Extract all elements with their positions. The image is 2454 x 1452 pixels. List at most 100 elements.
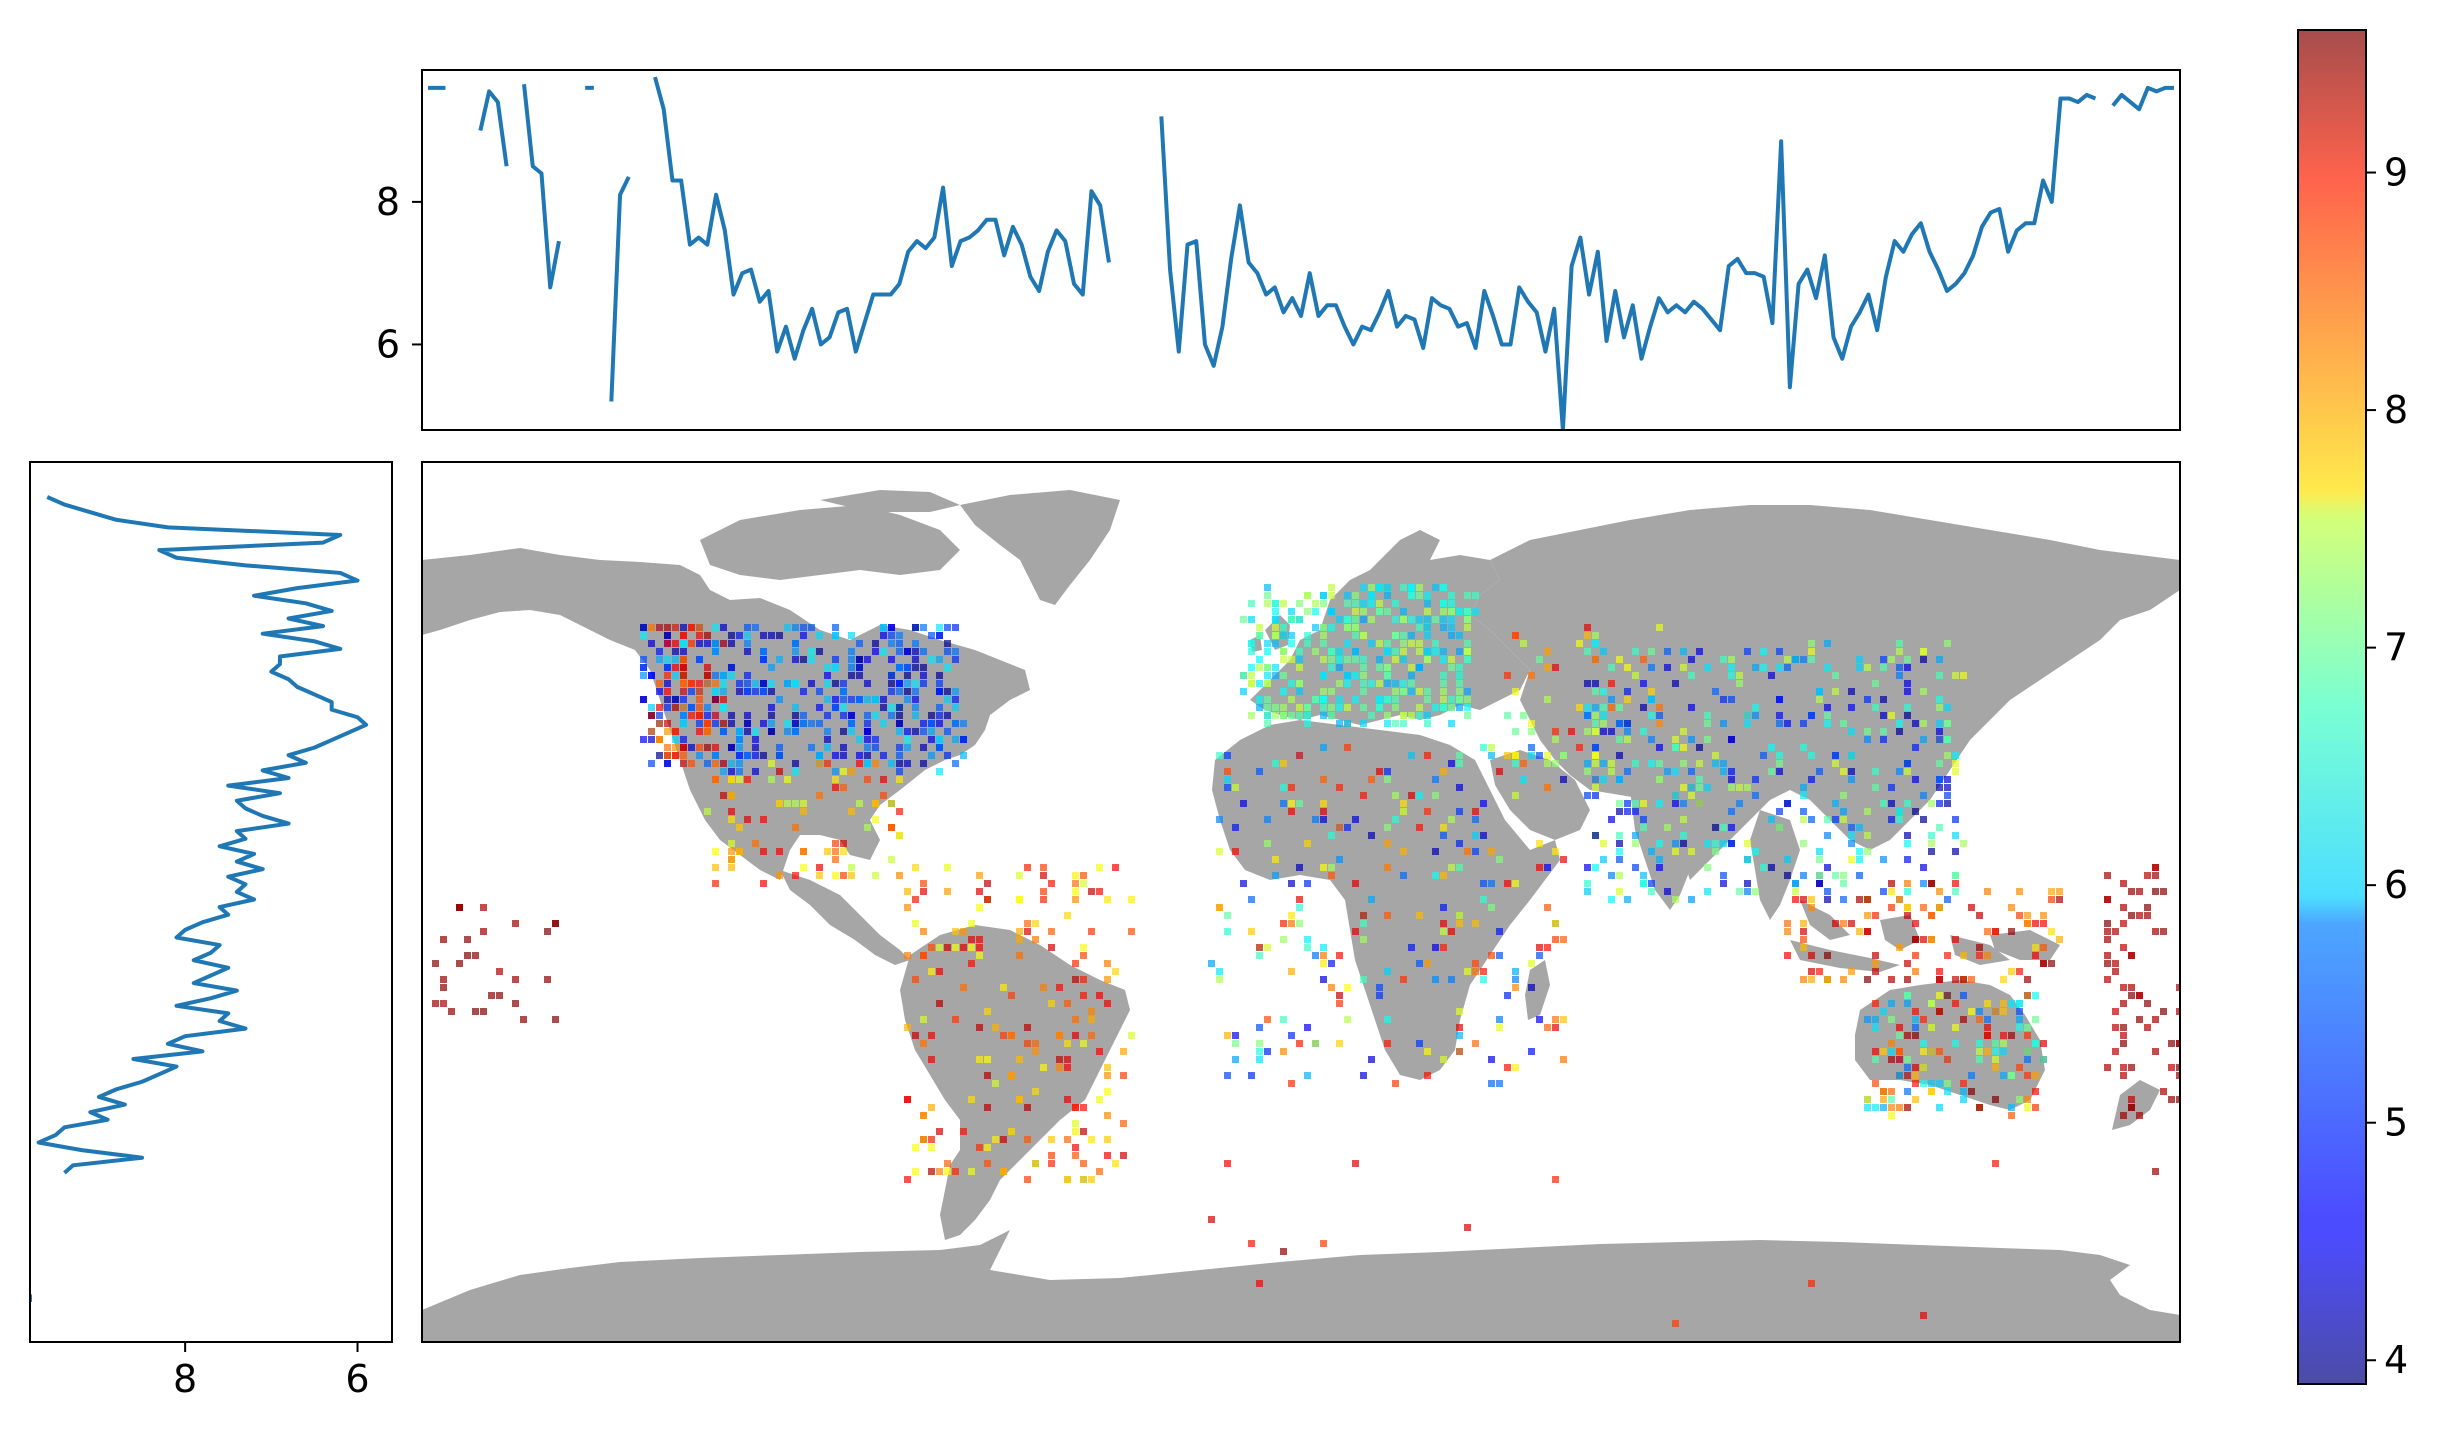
data-cell xyxy=(2008,1112,2015,1119)
data-cell xyxy=(1360,656,1367,663)
data-cell xyxy=(1904,1104,1911,1111)
data-cell xyxy=(768,760,775,767)
data-cell xyxy=(944,1160,951,1167)
data-cell xyxy=(1440,608,1447,615)
data-cell xyxy=(2104,1064,2111,1071)
colorbar-gradient xyxy=(2298,30,2366,1384)
data-cell xyxy=(752,840,759,847)
data-cell xyxy=(760,648,767,655)
data-cell xyxy=(1416,704,1423,711)
data-cell xyxy=(832,656,839,663)
data-cell xyxy=(744,640,751,647)
data-cell xyxy=(1304,880,1311,887)
data-cell xyxy=(1992,1160,1999,1167)
data-cell xyxy=(1496,1024,1503,1031)
data-cell xyxy=(1464,616,1471,623)
data-cell xyxy=(1992,1064,1999,1071)
data-cell xyxy=(1920,1064,1927,1071)
data-cell xyxy=(1312,696,1319,703)
data-cell xyxy=(1608,816,1615,823)
data-cell xyxy=(816,632,823,639)
data-cell xyxy=(1072,1016,1079,1023)
land-masses xyxy=(422,490,2180,1342)
data-cell xyxy=(1896,1072,1903,1079)
data-cell xyxy=(1400,656,1407,663)
data-cell xyxy=(1088,1008,1095,1015)
data-cell xyxy=(472,1008,479,1015)
data-cell xyxy=(1456,920,1463,927)
data-cell xyxy=(1392,680,1399,687)
data-cell xyxy=(1896,728,1903,735)
data-cell xyxy=(1128,1032,1135,1039)
data-cell xyxy=(1584,728,1591,735)
data-cell xyxy=(1464,968,1471,975)
data-cell xyxy=(944,728,951,735)
data-cell xyxy=(856,664,863,671)
data-cell xyxy=(704,632,711,639)
data-cell xyxy=(1872,680,1879,687)
data-cell xyxy=(1360,600,1367,607)
indonesia-land xyxy=(1790,915,2010,972)
data-cell xyxy=(720,720,727,727)
data-cell xyxy=(768,776,775,783)
data-cell xyxy=(1224,912,1231,919)
data-cell xyxy=(712,712,719,719)
data-cell xyxy=(728,760,735,767)
data-cell xyxy=(1296,1040,1303,1047)
data-cell xyxy=(1824,888,1831,895)
data-cell xyxy=(2176,1064,2180,1071)
data-cell xyxy=(2000,1048,2007,1055)
data-cell xyxy=(1272,664,1279,671)
data-cell xyxy=(1704,888,1711,895)
data-cell xyxy=(792,680,799,687)
data-cell xyxy=(680,648,687,655)
data-cell xyxy=(2032,992,2039,999)
data-cell xyxy=(1344,600,1351,607)
data-cell xyxy=(872,872,879,879)
data-cell xyxy=(2104,960,2111,967)
data-cell xyxy=(728,632,735,639)
data-cell xyxy=(656,624,663,631)
data-cell xyxy=(880,624,887,631)
data-cell xyxy=(1272,856,1279,863)
data-cell xyxy=(1288,632,1295,639)
data-cell xyxy=(1392,632,1399,639)
data-cell xyxy=(1992,1096,1999,1103)
data-cell xyxy=(1888,1056,1895,1063)
data-cell xyxy=(1392,600,1399,607)
data-cell xyxy=(1344,624,1351,631)
data-cell xyxy=(1512,880,1519,887)
data-cell xyxy=(984,1072,991,1079)
data-cell xyxy=(1536,864,1543,871)
data-cell xyxy=(1288,608,1295,615)
data-cell xyxy=(1888,1112,1895,1119)
data-cell xyxy=(1400,872,1407,879)
data-cell xyxy=(840,848,847,855)
data-cell xyxy=(1856,824,1863,831)
data-cell xyxy=(1944,896,1951,903)
data-cell xyxy=(1680,744,1687,751)
data-cell xyxy=(912,712,919,719)
data-cell xyxy=(2136,912,2143,919)
data-cell xyxy=(1216,968,1223,975)
data-cell xyxy=(1352,616,1359,623)
data-cell xyxy=(1400,848,1407,855)
data-cell xyxy=(1712,824,1719,831)
data-cell xyxy=(1640,728,1647,735)
data-cell xyxy=(480,904,487,911)
data-cell xyxy=(1376,608,1383,615)
data-cell xyxy=(1384,912,1391,919)
data-cell xyxy=(1296,648,1303,655)
data-cell xyxy=(856,736,863,743)
data-cell xyxy=(872,736,879,743)
data-cell xyxy=(1360,704,1367,711)
data-cell xyxy=(1296,680,1303,687)
data-cell xyxy=(1872,1080,1879,1087)
data-cell xyxy=(1344,640,1351,647)
data-cell xyxy=(712,672,719,679)
data-cell xyxy=(1288,880,1295,887)
data-cell xyxy=(2040,944,2047,951)
data-cell xyxy=(1896,672,1903,679)
data-cell xyxy=(1080,976,1087,983)
data-cell xyxy=(1408,672,1415,679)
